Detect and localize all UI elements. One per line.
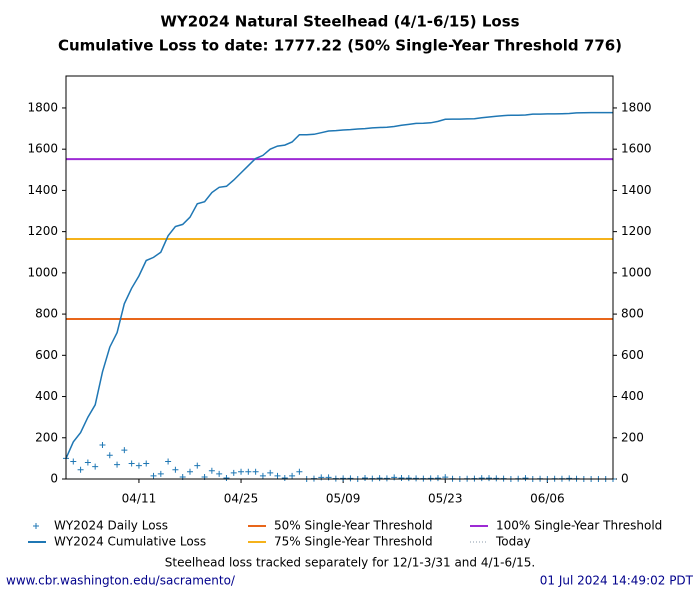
daily-point bbox=[245, 468, 252, 475]
daily-point bbox=[383, 475, 390, 482]
daily-point bbox=[150, 472, 157, 479]
daily-point bbox=[434, 475, 441, 482]
y2-tick-label: 1200 bbox=[621, 224, 652, 238]
daily-point bbox=[77, 466, 84, 473]
note: Steelhead loss tracked separately for 12… bbox=[165, 556, 536, 570]
legend-label: 100% Single-Year Threshold bbox=[496, 519, 662, 533]
y-tick-label: 1200 bbox=[27, 224, 58, 238]
y-tick-label: 1000 bbox=[27, 265, 58, 279]
y-tick-label: 600 bbox=[35, 348, 58, 362]
daily-point bbox=[172, 466, 179, 473]
daily-point bbox=[230, 469, 237, 476]
source-link[interactable]: www.cbr.washington.edu/sacramento/ bbox=[6, 574, 236, 588]
legend-label: Today bbox=[495, 535, 531, 549]
legend-label: WY2024 Daily Loss bbox=[54, 519, 168, 533]
daily-point bbox=[259, 472, 266, 479]
daily-point bbox=[99, 441, 106, 448]
daily-point bbox=[70, 458, 77, 465]
timestamp: 01 Jul 2024 14:49:02 PDT bbox=[540, 574, 694, 588]
legend-label: 50% Single-Year Threshold bbox=[274, 519, 433, 533]
x-tick-label: 05/23 bbox=[428, 492, 463, 506]
daily-point bbox=[128, 460, 135, 467]
daily-point bbox=[478, 475, 485, 482]
daily-point bbox=[216, 470, 223, 477]
daily-point bbox=[486, 475, 493, 482]
daily-point bbox=[340, 475, 347, 482]
chart-subtitle: Cumulative Loss to date: 1777.22 (50% Si… bbox=[58, 37, 622, 55]
cumulative-line bbox=[65, 111, 613, 459]
daily-point bbox=[194, 462, 201, 469]
daily-point bbox=[413, 475, 420, 482]
daily-point bbox=[347, 475, 354, 482]
y2-tick-label: 1800 bbox=[621, 100, 652, 114]
y2-tick-label: 1400 bbox=[621, 183, 652, 197]
y2-tick-label: 1000 bbox=[621, 265, 652, 279]
legend-label: 75% Single-Year Threshold bbox=[274, 535, 433, 549]
y2-tick-label: 200 bbox=[621, 430, 644, 444]
y-tick-label: 200 bbox=[35, 430, 58, 444]
daily-point bbox=[165, 458, 172, 465]
y-tick-label: 1600 bbox=[27, 142, 58, 156]
y-tick-label: 1800 bbox=[27, 100, 58, 114]
x-tick-label: 04/11 bbox=[122, 492, 157, 506]
daily-point bbox=[157, 470, 164, 477]
y-tick-label: 400 bbox=[35, 389, 58, 403]
daily-point bbox=[398, 474, 405, 481]
y2-tick-label: 1600 bbox=[621, 142, 652, 156]
plot-frame bbox=[65, 75, 614, 480]
daily-point bbox=[186, 468, 193, 475]
y2-tick-label: 400 bbox=[621, 389, 644, 403]
daily-point bbox=[135, 462, 142, 469]
daily-point bbox=[84, 459, 91, 466]
y-tick-label: 1400 bbox=[27, 183, 58, 197]
daily-point bbox=[208, 467, 215, 474]
daily-point bbox=[143, 460, 150, 467]
daily-point bbox=[493, 475, 500, 482]
daily-point bbox=[289, 472, 296, 479]
daily-point bbox=[274, 472, 281, 479]
daily-point bbox=[427, 475, 434, 482]
daily-point bbox=[376, 475, 383, 482]
x-tick-label: 05/09 bbox=[326, 492, 361, 506]
y-tick-label: 0 bbox=[50, 472, 58, 486]
daily-point bbox=[405, 475, 412, 482]
x-tick-label: 06/06 bbox=[530, 492, 565, 506]
daily-point bbox=[296, 468, 303, 475]
daily-point bbox=[92, 463, 99, 470]
chart-title: WY2024 Natural Steelhead (4/1-6/15) Loss bbox=[160, 13, 519, 31]
daily-point bbox=[252, 468, 259, 475]
daily-point bbox=[267, 469, 274, 476]
x-tick-label: 04/25 bbox=[224, 492, 259, 506]
daily-point bbox=[522, 475, 529, 482]
y2-tick-label: 600 bbox=[621, 348, 644, 362]
legend-symbol bbox=[33, 523, 39, 529]
daily-point bbox=[106, 452, 113, 459]
y2-tick-label: 800 bbox=[621, 307, 644, 321]
daily-point bbox=[566, 475, 573, 482]
daily-point bbox=[281, 474, 288, 481]
legend-label: WY2024 Cumulative Loss bbox=[54, 535, 206, 549]
daily-point bbox=[223, 474, 230, 481]
daily-point bbox=[362, 474, 369, 481]
daily-point bbox=[121, 447, 128, 454]
y-tick-label: 800 bbox=[35, 307, 58, 321]
daily-point bbox=[114, 461, 121, 468]
y2-tick-label: 0 bbox=[621, 472, 629, 486]
daily-point bbox=[238, 468, 245, 475]
